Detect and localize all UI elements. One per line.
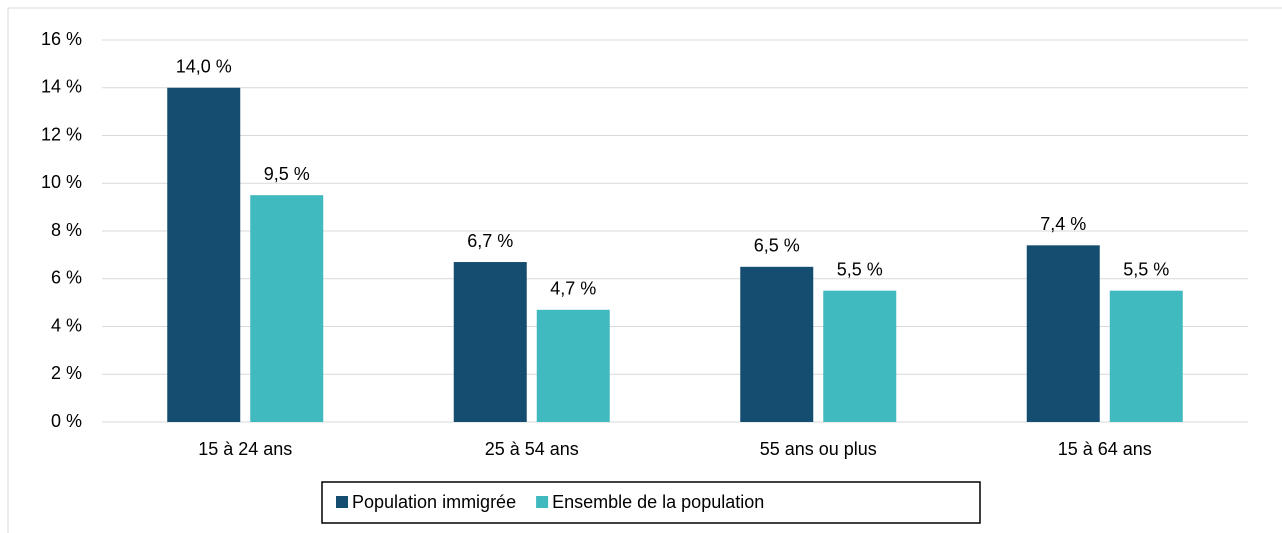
legend-label: Ensemble de la population [552,492,764,512]
data-label: 7,4 % [1040,214,1086,234]
x-tick-label: 15 à 64 ans [1058,439,1152,459]
chart-frame [7,7,1282,533]
y-tick-label: 4 % [51,315,82,335]
legend-swatch [536,496,549,508]
data-label: 6,7 % [467,231,513,251]
data-label: 6,5 % [754,236,800,256]
data-label: 5,5 % [837,259,883,279]
legend-swatch [336,496,348,508]
data-label: 9,5 % [264,164,310,184]
x-tick-label: 15 à 24 ans [198,439,292,459]
bar [453,262,527,422]
bar [1026,245,1100,422]
x-tick-label: 25 à 54 ans [485,439,579,459]
y-tick-label: 14 % [41,77,82,97]
y-tick-label: 12 % [41,124,82,144]
data-label: 4,7 % [550,279,596,299]
legend-box [321,481,981,524]
y-tick-label: 2 % [51,363,82,383]
bar [1109,290,1183,422]
y-tick-label: 8 % [51,220,82,240]
data-label: 5,5 % [1123,259,1169,279]
legend-label: Population immigrée [352,492,516,512]
y-tick-label: 6 % [51,268,82,288]
bar [536,309,610,422]
bar [250,195,324,422]
y-tick-label: 10 % [41,172,82,192]
bar [167,87,241,422]
data-label: 14,0 % [176,57,232,77]
x-tick-label: 55 ans ou plus [760,439,877,459]
y-tick-label: 16 % [41,29,82,49]
y-tick-label: 0 % [51,411,82,431]
bar [823,290,897,422]
bar [740,266,814,422]
